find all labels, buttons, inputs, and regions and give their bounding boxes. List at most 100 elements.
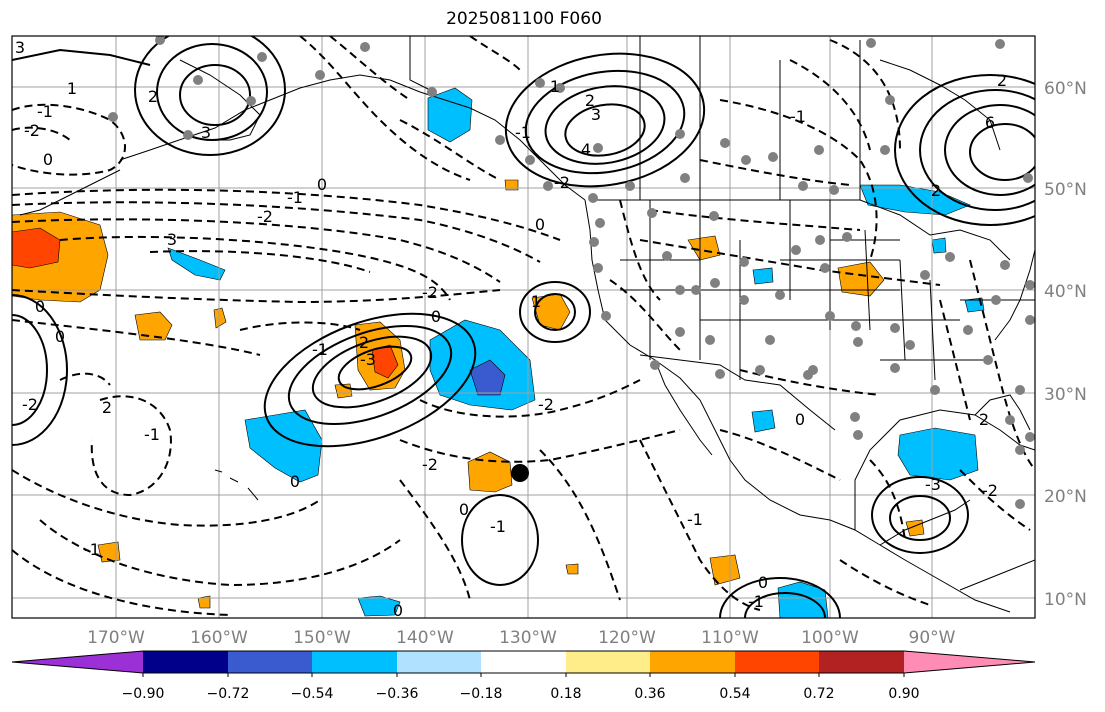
- contour-negative: [59, 235, 451, 301]
- contour-positive: [919, 89, 1035, 211]
- contour-label: 2: [102, 398, 112, 417]
- contour-label: 2: [997, 71, 1007, 90]
- station-markers: [108, 36, 1035, 509]
- anomaly-weak-negative: [167, 247, 226, 281]
- contour-negative: [12, 218, 501, 283]
- contour-label: 6: [985, 113, 995, 132]
- contour-negative: [959, 469, 1031, 531]
- anomaly-positive: [709, 554, 741, 586]
- contour-positive: [311, 335, 433, 409]
- border-provinces: [639, 36, 861, 200]
- contour-negative: [639, 239, 941, 286]
- contour-negative: [609, 279, 681, 351]
- contour-negative: [399, 429, 681, 463]
- anomaly-negative: [357, 595, 401, 617]
- contour-negative: [539, 449, 621, 601]
- contour-label: 0: [35, 297, 45, 316]
- colorbar-tick-label: −0.72: [207, 686, 250, 702]
- colorbar-segment: [228, 651, 312, 673]
- lat-label: 50°N: [1044, 180, 1087, 200]
- lat-label: 20°N: [1044, 487, 1087, 507]
- contour-negative: [12, 188, 561, 241]
- contour-label-group: 3 1 -1 -2 0 2 3 -1 0 -2 1 2 3 4 -1 -2 6 …: [15, 38, 1007, 618]
- lon-label: 170°W: [87, 628, 145, 648]
- contour-label: -1: [84, 540, 100, 559]
- contour-negative: [969, 259, 1035, 471]
- colorbar-tick-label: 0.90: [888, 686, 919, 702]
- contour-negative: [639, 439, 761, 611]
- colorbar-segment: [397, 651, 481, 673]
- contour-label: -1: [490, 517, 506, 536]
- contour-positive: [461, 494, 539, 586]
- colorbar-tick-label: −0.18: [460, 686, 503, 702]
- lon-label: 110°W: [701, 628, 759, 648]
- contour-positive: [156, 43, 268, 141]
- contour-negative: [39, 519, 401, 587]
- contour-label: 3: [201, 123, 211, 142]
- anomaly-negative: [751, 409, 776, 433]
- contour-positive: [504, 52, 706, 188]
- lon-label: 140°W: [396, 628, 454, 648]
- anomaly-positive: [467, 451, 513, 493]
- contour-negative: [649, 209, 861, 231]
- map-title: 2025081100 F060: [446, 9, 602, 29]
- contour-label: -1: [790, 107, 806, 126]
- anomaly-positive: [565, 563, 579, 575]
- contour-positive: [889, 495, 951, 541]
- contour-positive: [969, 123, 1035, 181]
- anomaly-strong-positive: [371, 344, 399, 379]
- contour-positive: [719, 577, 841, 618]
- contour-label: 0: [535, 215, 545, 234]
- contour-negative: [789, 59, 871, 151]
- contour-negative: [299, 36, 471, 181]
- anomaly-positive: [197, 595, 211, 609]
- anomaly-negative: [964, 297, 985, 313]
- contour-negative: [399, 479, 471, 601]
- contour-label: -2: [422, 283, 438, 302]
- contour-positive: [544, 85, 666, 165]
- storm-center-marker: [511, 464, 529, 482]
- contour-positive: [534, 293, 576, 331]
- contour-negative: [939, 299, 971, 421]
- contour-negative: [839, 559, 931, 606]
- contour-label: 0: [55, 327, 65, 346]
- contours-negative: [12, 36, 1035, 616]
- colorbar-extend-min: [12, 651, 143, 673]
- contour-negative: [329, 36, 411, 101]
- contour-positive: [871, 476, 969, 554]
- contour-label: -2: [554, 173, 570, 192]
- anomaly-strong-positive: [12, 227, 61, 269]
- anomaly-negative: [427, 87, 473, 143]
- contour-negative: [12, 103, 126, 176]
- contour-negative: [12, 549, 231, 616]
- lon-label: 130°W: [499, 628, 557, 648]
- contour-label: 2: [585, 91, 595, 110]
- colorbar-segment: [143, 651, 228, 673]
- coastlines: [19, 36, 1035, 613]
- anomaly-negative: [931, 237, 947, 254]
- contour-negative: [59, 372, 111, 386]
- colorbar-segment: [735, 651, 819, 673]
- contour-positive: [12, 294, 68, 446]
- colorbar-segment: [312, 651, 397, 673]
- lat-label: 30°N: [1044, 385, 1087, 405]
- colorbar-tick-labels: −0.90 −0.72 −0.54 −0.36 −0.18 0.18 0.36 …: [122, 686, 920, 702]
- coastline-yucatan: [879, 499, 971, 546]
- contour-positive: [12, 48, 151, 66]
- coastline-central-america: [959, 559, 1035, 591]
- colorbar-tick-label: 0.54: [719, 686, 750, 702]
- coastline-baja: [654, 359, 713, 456]
- contour-label: -2: [22, 395, 38, 414]
- contour-positive: [337, 345, 413, 391]
- contour-label: -3: [925, 475, 941, 494]
- border-us-mexico: [639, 354, 836, 431]
- contour-label: -1: [144, 425, 160, 444]
- lon-label: 100°W: [801, 628, 859, 648]
- contour-negative: [12, 289, 501, 304]
- contour-positive: [263, 312, 477, 448]
- contour-label: 3: [167, 230, 177, 249]
- island-hawaii: [214, 469, 259, 501]
- contour-label: -1: [748, 592, 764, 611]
- contour-negative: [239, 321, 361, 331]
